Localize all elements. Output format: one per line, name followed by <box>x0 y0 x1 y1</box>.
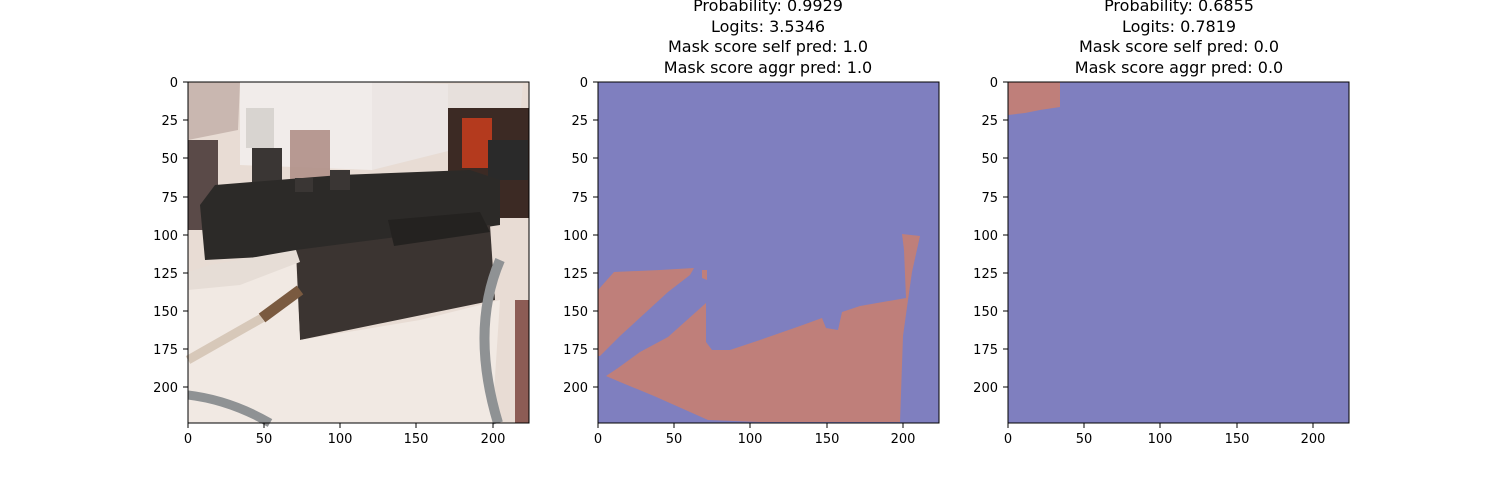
panel-3-frame <box>1007 81 1350 424</box>
x-tick-label: 50 <box>256 432 273 447</box>
x-tick-label: 150 <box>404 432 429 447</box>
x-tick-label: 200 <box>1301 432 1326 447</box>
panel-3-mask <box>1008 82 1349 423</box>
panel-2: Probability: 0.9929 Logits: 3.5346 Mask … <box>563 0 940 447</box>
panel-3-title-line: Mask score aggr pred: 0.0 <box>1075 58 1283 77</box>
y-tick-label: 125 <box>153 267 178 282</box>
y-tick-label: 25 <box>161 114 178 129</box>
panel-2-mask <box>598 82 939 423</box>
panel-3-title-line: Mask score self pred: 0.0 <box>1079 37 1279 56</box>
y-tick-label: 150 <box>153 305 178 320</box>
panel-3-x-axis: 0 50 100 150 200 <box>1004 423 1326 447</box>
x-tick-label: 200 <box>481 432 506 447</box>
y-tick-label: 125 <box>973 267 998 282</box>
x-tick-label: 0 <box>184 432 192 447</box>
x-tick-label: 50 <box>1076 432 1093 447</box>
y-tick-label: 175 <box>973 343 998 358</box>
y-tick-label: 75 <box>981 191 998 206</box>
x-tick-label: 0 <box>1004 432 1012 447</box>
y-tick-label: 50 <box>981 152 998 167</box>
y-tick-label: 100 <box>563 229 588 244</box>
panel-1-x-axis: 0 50 100 150 200 <box>184 423 506 447</box>
y-tick-label: 200 <box>563 381 588 396</box>
y-tick-label: 0 <box>580 76 588 91</box>
y-tick-label: 0 <box>990 76 998 91</box>
panel-1-y-axis: 0 25 50 75 100 125 150 175 200 <box>153 76 188 396</box>
y-tick-label: 150 <box>563 305 588 320</box>
y-tick-label: 100 <box>973 229 998 244</box>
panel-2-title-line: Mask score self pred: 1.0 <box>668 37 868 56</box>
panel-1: 0 50 100 150 200 0 25 50 75 100 125 150 … <box>153 76 530 447</box>
y-tick-label: 50 <box>161 152 178 167</box>
panel-2-title-line: Logits: 3.5346 <box>711 17 825 36</box>
panel-3-title-line: Logits: 0.7819 <box>1122 17 1236 36</box>
panel-3: Probability: 0.6855 Logits: 0.7819 Mask … <box>973 0 1350 447</box>
y-tick-label: 75 <box>161 191 178 206</box>
y-tick-label: 200 <box>973 381 998 396</box>
panel-3-title: Probability: 0.6855 Logits: 0.7819 Mask … <box>1075 0 1283 77</box>
x-tick-label: 100 <box>328 432 353 447</box>
y-tick-label: 25 <box>981 114 998 129</box>
x-tick-label: 50 <box>666 432 683 447</box>
x-tick-label: 150 <box>1225 432 1250 447</box>
x-tick-label: 100 <box>1148 432 1173 447</box>
y-tick-label: 200 <box>153 381 178 396</box>
panel-2-title-line: Probability: 0.9929 <box>693 0 843 15</box>
panel-3-title-line: Probability: 0.6855 <box>1104 0 1254 15</box>
panel-2-title: Probability: 0.9929 Logits: 3.5346 Mask … <box>664 0 872 77</box>
panel-3-y-axis: 0 25 50 75 100 125 150 175 200 <box>973 76 1008 396</box>
panel-1-image <box>185 82 529 427</box>
y-tick-label: 50 <box>571 152 588 167</box>
panel-2-title-line: Mask score aggr pred: 1.0 <box>664 58 872 77</box>
y-tick-label: 25 <box>571 114 588 129</box>
panel-2-frame <box>597 81 940 424</box>
x-tick-label: 200 <box>891 432 916 447</box>
y-tick-label: 100 <box>153 229 178 244</box>
panel-2-x-axis: 0 50 100 150 200 <box>594 423 916 447</box>
y-tick-label: 175 <box>563 343 588 358</box>
x-tick-label: 0 <box>594 432 602 447</box>
x-tick-label: 150 <box>815 432 840 447</box>
y-tick-label: 75 <box>571 191 588 206</box>
y-tick-label: 0 <box>170 76 178 91</box>
y-tick-label: 125 <box>563 267 588 282</box>
panel-2-y-axis: 0 25 50 75 100 125 150 175 200 <box>563 76 598 396</box>
y-tick-label: 150 <box>973 305 998 320</box>
y-tick-label: 175 <box>153 343 178 358</box>
panel-1-frame <box>187 81 530 424</box>
x-tick-label: 100 <box>738 432 763 447</box>
